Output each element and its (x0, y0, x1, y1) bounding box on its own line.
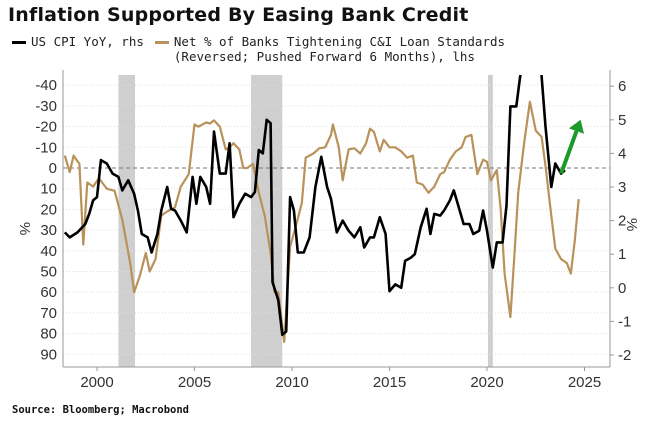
annotation-arrow-head (568, 119, 585, 134)
left-tick-label: 80 (40, 326, 57, 343)
chart-title: Inflation Supported By Easing Bank Credi… (8, 4, 469, 26)
left-tick-label: -20 (35, 119, 57, 136)
x-tick-label: 2000 (80, 374, 113, 391)
x-tick-label: 2025 (568, 374, 601, 391)
left-axis-unit: % (16, 222, 33, 235)
right-tick-label: -2 (618, 347, 631, 364)
x-tick-label: 2010 (275, 374, 308, 391)
left-tick-label: -30 (35, 98, 57, 115)
right-axis-unit: % (623, 218, 640, 231)
x-tick-label: 2005 (178, 374, 211, 391)
recession-band (487, 75, 493, 367)
right-tick-label: 5 (618, 112, 626, 129)
left-tick-label: -10 (35, 139, 57, 156)
left-tick-label: 60 (40, 284, 57, 301)
right-tick-label: 2 (618, 213, 626, 230)
left-tick-label: 10 (40, 181, 57, 198)
left-tick-label: 50 (40, 264, 57, 281)
x-tick-label: 2020 (470, 374, 503, 391)
series-line-bank-standards (63, 100, 580, 343)
left-tick-label: 90 (40, 346, 57, 363)
legend-label-banks: Net % of Banks Tightening C&I Loan Stand… (174, 34, 505, 64)
legend-label-cpi: US CPI YoY, rhs (31, 34, 144, 49)
right-tick-label: 4 (618, 145, 626, 162)
legend-swatch-banks (154, 41, 169, 44)
left-tick-label: 70 (40, 305, 57, 322)
legend-label-banks-line1: Net % of Banks Tightening C&I Loan Stand… (173, 34, 506, 49)
legend-label-banks-line2: (Reversed; Pushed Forward 6 Months), lhs (173, 49, 475, 64)
x-tick-label: 2015 (373, 374, 406, 391)
left-tick-label: 0 (49, 160, 57, 177)
right-tick-label: -1 (618, 313, 631, 330)
right-tick-label: 0 (618, 280, 626, 297)
legend-swatch-cpi (12, 41, 26, 44)
legend: US CPI YoY, rhs Net % of Banks Tightenin… (12, 34, 505, 64)
left-tick-label: 30 (40, 222, 57, 239)
series-line-us-cpi (63, 75, 566, 337)
source-note: Source: Bloomberg; Macrobond (12, 404, 190, 416)
left-tick-label: 20 (40, 201, 57, 218)
annotation-arrow-shaft (559, 130, 579, 175)
right-tick-label: 6 (618, 78, 626, 95)
recession-band (118, 75, 136, 367)
left-tick-label: -40 (35, 77, 57, 94)
right-tick-label: 1 (618, 246, 626, 263)
right-tick-label: 3 (618, 179, 626, 196)
left-tick-label: 40 (40, 243, 57, 260)
